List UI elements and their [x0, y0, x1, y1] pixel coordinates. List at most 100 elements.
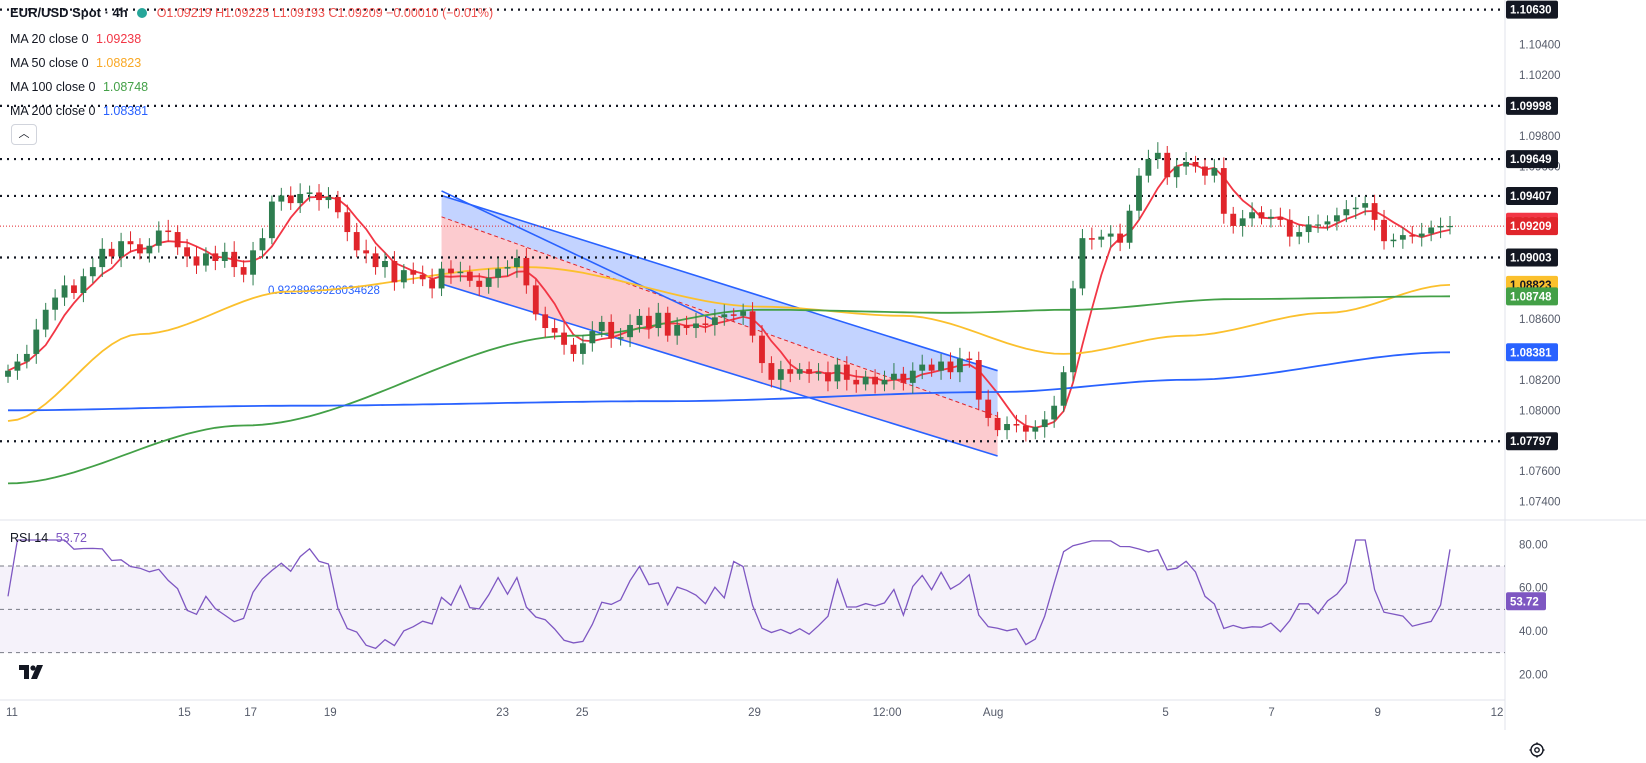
candle[interactable]	[155, 221, 162, 253]
candle[interactable]	[1447, 216, 1453, 235]
candle[interactable]	[268, 195, 275, 245]
candle[interactable]	[1428, 220, 1435, 242]
candle[interactable]	[297, 183, 304, 214]
candle[interactable]	[1286, 209, 1293, 247]
candle[interactable]	[42, 302, 49, 338]
candle[interactable]	[721, 304, 728, 326]
candle[interactable]	[919, 354, 926, 380]
candle[interactable]	[438, 261, 445, 297]
candle[interactable]	[1004, 416, 1010, 440]
candle[interactable]	[532, 279, 539, 321]
candle[interactable]	[1333, 207, 1340, 231]
candle[interactable]	[947, 352, 954, 380]
candle[interactable]	[1315, 214, 1321, 233]
candle[interactable]	[193, 246, 200, 274]
candle[interactable]	[1154, 142, 1161, 169]
candle[interactable]	[589, 321, 596, 352]
candle[interactable]	[1079, 229, 1086, 296]
candle[interactable]	[994, 411, 1001, 437]
candle[interactable]	[523, 248, 530, 294]
candle[interactable]	[1013, 414, 1020, 433]
ma200-legend[interactable]: MA 200 close 0 1.08381	[10, 103, 148, 119]
candle[interactable]	[1145, 149, 1152, 183]
ma50-line[interactable]	[7, 266, 1451, 422]
candle[interactable]	[579, 334, 586, 365]
candle[interactable]	[1249, 202, 1256, 227]
candle[interactable]	[1381, 209, 1387, 250]
candle[interactable]	[617, 328, 624, 346]
candle[interactable]	[137, 238, 143, 260]
candle[interactable]	[476, 273, 483, 297]
candle[interactable]	[504, 260, 511, 277]
candle[interactable]	[1117, 223, 1124, 252]
candle[interactable]	[598, 315, 605, 338]
candle[interactable]	[14, 353, 21, 380]
candle[interactable]	[212, 245, 219, 271]
candle[interactable]	[448, 260, 454, 284]
candle[interactable]	[608, 314, 615, 348]
candle[interactable]	[749, 302, 756, 343]
candle[interactable]	[457, 261, 464, 282]
candle[interactable]	[1032, 420, 1039, 440]
candle[interactable]	[108, 241, 115, 265]
candle[interactable]	[542, 306, 549, 338]
candle[interactable]	[551, 318, 558, 340]
candle[interactable]	[834, 357, 841, 389]
candle[interactable]	[372, 246, 379, 275]
candle[interactable]	[429, 268, 436, 299]
candle[interactable]	[664, 306, 671, 342]
ma50-legend[interactable]: MA 50 close 0 1.08823	[10, 55, 141, 71]
candle[interactable]	[221, 242, 228, 268]
candle[interactable]	[1220, 157, 1227, 224]
candle[interactable]	[1051, 395, 1058, 428]
candle[interactable]	[363, 239, 370, 264]
candle[interactable]	[702, 316, 709, 333]
channel-upper-line[interactable]	[441, 194, 998, 372]
candle[interactable]	[872, 369, 879, 394]
candle[interactable]	[1437, 217, 1444, 239]
candle[interactable]	[928, 358, 935, 377]
candle[interactable]	[174, 225, 181, 255]
candle[interactable]	[1060, 366, 1067, 412]
candle[interactable]	[400, 264, 407, 289]
candle[interactable]	[1258, 206, 1265, 225]
candle[interactable]	[165, 219, 172, 242]
candle[interactable]	[353, 222, 360, 258]
candle[interactable]	[570, 337, 577, 362]
candle[interactable]	[1211, 158, 1218, 183]
candle[interactable]	[1371, 194, 1378, 231]
candle[interactable]	[1343, 200, 1350, 223]
candle[interactable]	[71, 279, 77, 300]
rsi-line[interactable]	[7, 539, 1451, 650]
candle[interactable]	[740, 303, 747, 325]
candle[interactable]	[1098, 229, 1105, 248]
candle[interactable]	[1418, 222, 1425, 247]
candle[interactable]	[1192, 155, 1199, 173]
candle[interactable]	[777, 360, 784, 391]
candle[interactable]	[231, 241, 238, 277]
candle[interactable]	[316, 184, 322, 211]
rsi-legend[interactable]: RSI 14 53.72	[10, 530, 87, 546]
candle[interactable]	[325, 187, 332, 209]
candle[interactable]	[391, 251, 398, 291]
candle[interactable]	[410, 262, 417, 284]
candle[interactable]	[250, 241, 256, 286]
candle[interactable]	[909, 362, 916, 394]
candle[interactable]	[956, 347, 963, 383]
ma20-legend[interactable]: MA 20 close 0 1.09238	[10, 31, 141, 47]
candle[interactable]	[1022, 414, 1029, 442]
candle[interactable]	[23, 344, 30, 369]
candle[interactable]	[33, 318, 40, 364]
candle[interactable]	[1268, 209, 1274, 228]
candle[interactable]	[1202, 158, 1208, 185]
candle[interactable]	[891, 363, 897, 390]
candle[interactable]	[1362, 196, 1369, 216]
candle[interactable]	[806, 361, 813, 383]
candle[interactable]	[344, 204, 351, 242]
candle[interactable]	[815, 363, 822, 381]
candle[interactable]	[1305, 216, 1312, 243]
candle[interactable]	[636, 308, 643, 333]
candle[interactable]	[711, 308, 718, 336]
candle[interactable]	[768, 356, 775, 388]
